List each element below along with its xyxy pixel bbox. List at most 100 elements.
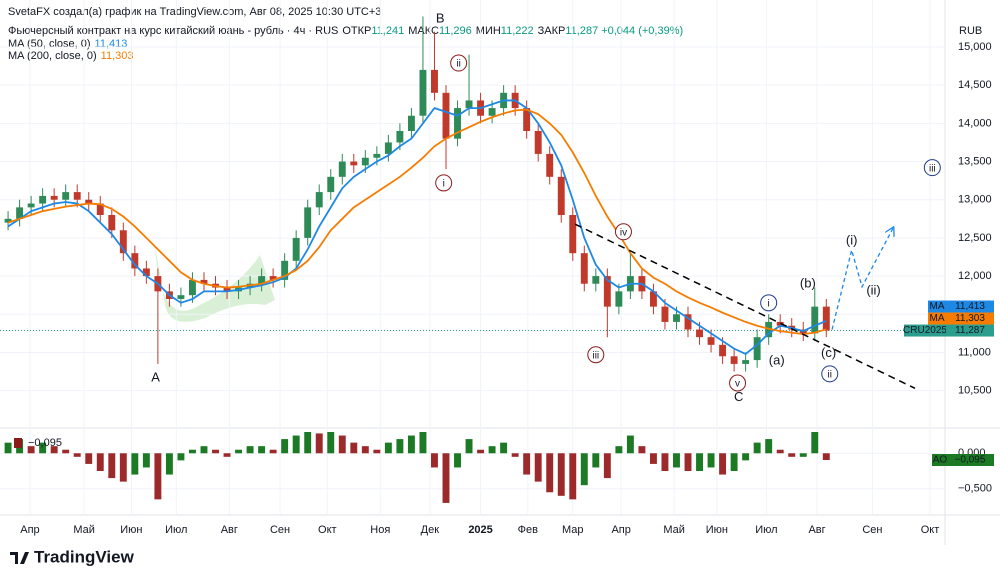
ao-bar [615, 446, 623, 454]
y-tick-label: 14,500 [958, 79, 992, 91]
x-tick-label: Мар [562, 524, 584, 536]
ao-bar [246, 446, 254, 454]
trendline [574, 223, 916, 390]
wave-circle [923, 159, 941, 177]
candle-body [546, 153, 554, 177]
candle-body [361, 157, 369, 166]
ma-line [7, 99, 827, 356]
ma-line [7, 108, 827, 336]
candle-body [62, 192, 70, 200]
ao-bar [131, 453, 139, 475]
ao-bar [384, 442, 392, 454]
ao-bar [511, 453, 519, 457]
price-label-box [904, 324, 946, 337]
ao-bar [292, 435, 300, 454]
candle-body [177, 295, 185, 299]
wave-label: ii [456, 59, 460, 70]
candle-body [684, 314, 692, 330]
ao-bar [223, 453, 231, 457]
candle-body [603, 276, 611, 307]
candle-body [189, 279, 196, 296]
candle-body [142, 268, 150, 277]
wave-label: v [735, 379, 740, 390]
x-tick-label: Июл [755, 524, 777, 536]
ohlc-value: 11,222 [501, 25, 534, 37]
candle-body [569, 215, 577, 254]
x-tick-label: Дек [421, 524, 440, 536]
wave-circle [821, 365, 839, 383]
ao-bar [39, 442, 47, 454]
price-label-name: CRU2025 [903, 325, 947, 336]
ao-icon [14, 438, 22, 448]
ao-bar [684, 453, 692, 471]
ohlc-value: 11,296 [439, 25, 472, 37]
ao-bar [776, 449, 784, 454]
x-tick-label: Апр [611, 524, 630, 536]
ohlc-legend: ОТКР11,241 МАКС11,296 МИН11,222 ЗАКР11,287 [342, 25, 598, 37]
ao-bar [27, 446, 35, 454]
candle-body [822, 306, 830, 331]
ao-bar [546, 453, 554, 493]
ao-bar [154, 453, 162, 500]
ao-bar [431, 453, 438, 468]
x-tick-label: Июл [165, 524, 187, 536]
wave-label: B [436, 10, 445, 25]
ao-bar [327, 432, 335, 454]
ohlc-value: 11,241 [371, 25, 404, 37]
ao-bar [442, 453, 450, 503]
candle-body [696, 329, 703, 338]
instrument-line: Фьючерсный контракт на курс китайский юа… [8, 25, 683, 37]
price-label-name: MA [930, 301, 945, 312]
candle-body [811, 306, 819, 334]
ao-bar [500, 442, 508, 454]
wave-label: A [151, 369, 160, 384]
wave-label: ii [828, 369, 832, 380]
candle-body [350, 161, 358, 166]
ao-bar [73, 453, 81, 457]
ao-bar [523, 453, 531, 475]
candle-body [200, 279, 208, 284]
ao-bar [788, 453, 796, 457]
wave-label: iv [620, 227, 627, 238]
candle-body [315, 192, 323, 208]
ao-label-value: −0,095 [955, 455, 986, 466]
candle-body [281, 260, 289, 280]
ao-bar [165, 453, 173, 475]
wave-circle [614, 223, 632, 241]
wave-label: (ii) [866, 282, 880, 297]
ao-bar [361, 446, 369, 454]
ao-bar [557, 453, 565, 496]
ao-bar [765, 439, 773, 454]
ao-bar [419, 432, 427, 454]
candle-body [50, 195, 58, 200]
wave-label: (a) [769, 353, 785, 368]
candle-body [96, 203, 104, 215]
candle-body [557, 176, 565, 215]
ao-bar [4, 442, 12, 454]
price-label-value: 11,303 [955, 313, 985, 324]
logo-icon [10, 552, 29, 564]
x-tick-label: Май [663, 524, 685, 536]
price-label-box [946, 324, 994, 337]
candle-body [27, 203, 35, 208]
x-tick-label: Окт [921, 524, 940, 536]
x-tick-label: Июн [706, 524, 728, 536]
ohlc-name: МАКС [408, 25, 439, 37]
x-tick-label: Ноя [370, 524, 390, 536]
wave-label: iii [929, 163, 936, 174]
price-label-box [946, 300, 994, 313]
ao-bar [62, 449, 70, 454]
y-tick-label: 12,000 [958, 270, 992, 282]
candle-body [534, 131, 542, 154]
ao-bar [626, 435, 634, 454]
candle-body [85, 199, 93, 204]
ma-value: 11,413 [95, 38, 128, 50]
candle-body [431, 69, 438, 93]
ao-bar [477, 449, 485, 454]
ohlc-name: ОТКР [342, 25, 371, 37]
y-tick-label: 10,500 [958, 385, 992, 397]
ao-bar [235, 449, 243, 454]
wave-label: (b) [800, 275, 816, 290]
y-tick-label: 15,000 [958, 41, 992, 53]
ma-legend: MA (200, close, 0) 11,303 [8, 50, 133, 62]
